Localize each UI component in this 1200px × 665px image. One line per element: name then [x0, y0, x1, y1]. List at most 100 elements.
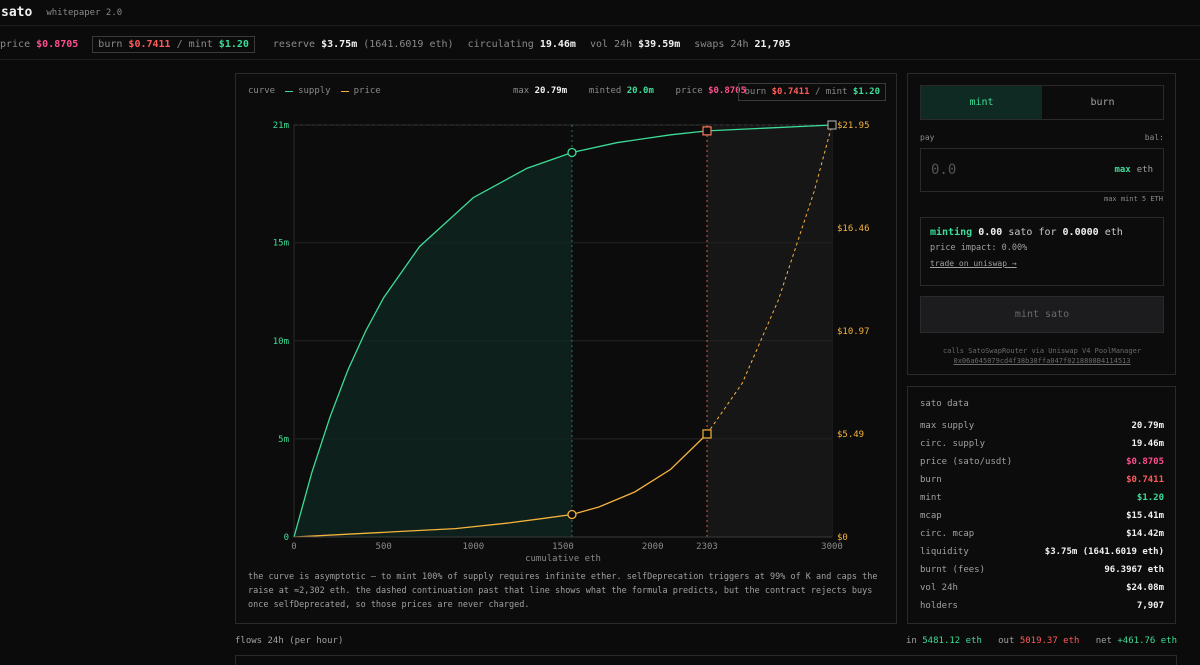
deprecated-region [707, 125, 832, 537]
router-address-link[interactable]: 0x06a645079cd4f38b38ffa047f0218808B41145… [953, 357, 1131, 365]
x-tick-label: 3000 [821, 542, 843, 552]
chart-note: the curve is asymptotic — to mint 100% o… [248, 572, 878, 610]
y-left-tick-label: 15m [273, 239, 289, 249]
uniswap-link[interactable]: trade on uniswap → [930, 259, 1017, 268]
data-row-key: burnt (fees) [920, 565, 986, 575]
minting-summary: minting 0.00 sato for 0.0000 eth price i… [920, 217, 1164, 286]
data-row-key: circ. supply [920, 439, 986, 449]
price-end-point [827, 120, 837, 130]
bonding-curve-chart: 0 5m 10m 15m 21m $0 $5.49 $10.97 $16.46 $21.95 0 50… [273, 120, 870, 564]
stat-max: 20.79m [534, 86, 568, 96]
pay-row: pay bal: [920, 133, 1164, 142]
data-row-value: 96.3967 eth [1104, 565, 1164, 575]
data-row-value: $1.20 [1136, 493, 1164, 503]
chart-burn-mint-badge: burn $0.7411 / mint $1.20 [738, 83, 886, 101]
supply-series-line [293, 124, 833, 538]
data-row: mcap $15.41m [920, 507, 1164, 525]
data-row-key: max supply [920, 421, 975, 431]
pay-amount-input[interactable]: 0.0 [931, 162, 957, 178]
data-row: price (sato/usdt) $0.8705 [920, 453, 1164, 471]
tab-mint[interactable]: mint [921, 86, 1042, 119]
data-row-key: liquidity [920, 547, 969, 557]
data-row-key: burn [920, 475, 942, 485]
y-right-tick-label: $10.97 [837, 327, 870, 337]
y-left-tick-label: 5m [278, 435, 289, 445]
ticker-price: price $0.8705 [0, 39, 79, 50]
pay-label: pay [920, 133, 935, 142]
data-row-key: price (sato/usdt) [920, 457, 1013, 467]
y-left-tick-label: 0 [284, 533, 289, 543]
flows-chart [235, 655, 1177, 665]
data-row: holders 7,907 [920, 597, 1164, 615]
pay-amount-field[interactable]: 0.0 max eth [920, 148, 1164, 192]
data-row-key: circ. mcap [920, 529, 975, 539]
data-row-value: $3.75m (1641.6019 eth) [1044, 547, 1164, 557]
data-row-value: 19.46m [1131, 439, 1164, 449]
data-row-value: $15.41m [1126, 511, 1164, 521]
data-row: burnt (fees) 96.3967 eth [920, 561, 1164, 579]
stat-price: $0.8705 [708, 86, 746, 96]
flows-header: flows 24h (per hour) in 5481.12 eth out … [235, 636, 1177, 646]
data-row-key: mint [920, 493, 942, 503]
data-row: liquidity $3.75m (1641.6019 eth) [920, 543, 1164, 561]
max-button[interactable]: max [1114, 165, 1131, 175]
price-current-point [567, 509, 577, 520]
y-right-tick-label: $5.49 [837, 430, 864, 440]
ticker-swaps: swaps 24h 21,705 [694, 39, 791, 50]
x-tick-label: 500 [376, 542, 392, 552]
y-right-tick-label: $16.46 [837, 224, 870, 234]
flows-out: 5019.37 eth [1019, 636, 1080, 646]
data-row-key: vol 24h [920, 583, 958, 593]
stat-minted: 20.0m [626, 86, 654, 96]
supply-legend-swatch [285, 90, 294, 92]
minted-area [294, 152, 572, 537]
data-row: vol 24h $24.08m [920, 579, 1164, 597]
supply-legend-label: supply [298, 86, 331, 96]
price-series-line [293, 433, 708, 538]
mint-sato-button[interactable]: mint sato [920, 296, 1164, 333]
data-row-value: $0.7411 [1126, 475, 1164, 485]
data-row-value: $24.08m [1126, 583, 1164, 593]
supply-cap-point [702, 126, 712, 136]
x-tick-label: 2000 [642, 542, 664, 552]
data-row-key: holders [920, 601, 958, 611]
data-row-key: mcap [920, 511, 942, 521]
data-row-value: 20.79m [1131, 421, 1164, 431]
x-tick-label: 1500 [552, 542, 574, 552]
sato-data-title: sato data [920, 399, 969, 409]
x-axis-label: cumulative eth [525, 554, 601, 564]
data-row-value: $14.42m [1126, 529, 1164, 539]
tab-burn[interactable]: burn [1090, 97, 1115, 108]
whitepaper-link[interactable]: whitepaper 2.0 [46, 7, 123, 18]
price-impact: price impact: 0.00% [930, 243, 1028, 253]
sato-data-rows: max supply 20.79m circ. supply 19.46m price … [920, 417, 1164, 615]
ticker-circulating: circulating 19.46m [467, 39, 576, 50]
x-tick-label: 2303 [696, 542, 718, 552]
data-row: circ. supply 19.46m [920, 435, 1164, 453]
curve-label: curve [248, 86, 276, 96]
y-right-tick-label: $0 [837, 533, 848, 543]
x-tick-label: 1000 [462, 542, 484, 552]
y-right-tick-label: $21.95 [837, 121, 870, 131]
data-row: circ. mcap $14.42m [920, 525, 1164, 543]
x-tick-label: 0 [291, 542, 296, 552]
balance-label: bal: [1144, 133, 1164, 142]
flows-title: flows 24h (per hour) [235, 636, 344, 646]
trade-tabs: mint burn [920, 85, 1164, 120]
ticker-reserve: reserve $3.75m (1641.6019 eth) [272, 39, 454, 50]
pay-unit: eth [1136, 165, 1153, 175]
app-logo[interactable]: sato [1, 5, 33, 20]
ticker-volume: vol 24h $39.59m [589, 39, 681, 50]
data-row: max supply 20.79m [920, 417, 1164, 435]
supply-current-point [567, 147, 577, 158]
y-left-tick-label: 10m [273, 337, 289, 347]
trade-panel: mint burn pay bal: 0.0 max eth max mint … [907, 73, 1176, 375]
flows-net: +461.76 eth [1117, 636, 1177, 646]
price-projection-line [706, 124, 833, 435]
curve-chart-panel: 0 5m 10m 15m 21m $0 $5.49 $10.97 $16.46 $21.95 0 50… [235, 73, 897, 624]
chart-legend: curve supply price [248, 86, 381, 96]
data-row: mint $1.20 [920, 489, 1164, 507]
price-legend-swatch [340, 90, 349, 92]
y-left-tick-label: 21m [273, 121, 289, 131]
price-cap-point [702, 429, 712, 439]
